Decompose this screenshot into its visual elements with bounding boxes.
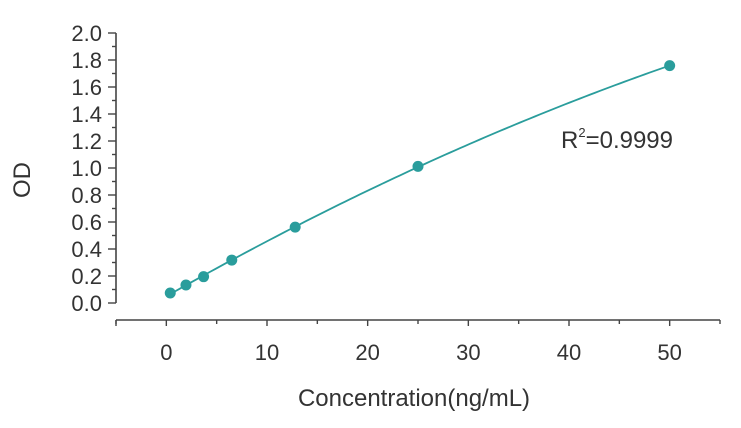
y-tick-label: 1.8 xyxy=(71,48,102,73)
y-axis-title: OD xyxy=(9,162,36,198)
y-tick-label: 2.0 xyxy=(71,21,102,46)
data-point xyxy=(180,279,192,291)
r-squared-annotation: R2=0.9999 xyxy=(561,125,673,154)
data-point xyxy=(226,254,238,266)
r-squared-r: R xyxy=(561,127,578,154)
fit-curve xyxy=(169,64,670,295)
x-axis-ticks: 0 10 20 30 40 50 xyxy=(115,320,721,365)
x-tick-label: 0 xyxy=(160,340,172,365)
data-point xyxy=(198,271,210,283)
y-tick-label: 1.6 xyxy=(71,75,102,100)
y-tick-label: 0.2 xyxy=(71,264,102,289)
x-tick-label: 40 xyxy=(557,340,581,365)
y-tick-label: 0.0 xyxy=(71,291,102,316)
fit-curve-layer xyxy=(169,64,670,295)
x-tick-label: 20 xyxy=(355,340,379,365)
x-tick-label: 50 xyxy=(657,340,681,365)
data-point xyxy=(412,160,424,172)
r-squared-value: =0.9999 xyxy=(586,127,673,154)
y-tick-label: 1.4 xyxy=(71,102,102,127)
r-squared-superscript: 2 xyxy=(578,125,585,140)
y-tick-label: 1.0 xyxy=(71,156,102,181)
x-tick-label: 10 xyxy=(255,340,279,365)
data-points-layer xyxy=(164,60,676,299)
y-tick-label: 0.4 xyxy=(71,237,102,262)
x-axis-title: Concentration(ng/mL) xyxy=(298,385,530,412)
x-tick-label: 30 xyxy=(456,340,480,365)
y-tick-label: 0.8 xyxy=(71,183,102,208)
y-axis-ticks: 0.00.20.40.60.81.01.21.41.61.82.0 xyxy=(71,21,116,316)
data-point xyxy=(664,60,676,72)
data-point xyxy=(289,221,301,233)
y-tick-label: 1.2 xyxy=(71,129,102,154)
y-tick-label: 0.6 xyxy=(71,210,102,235)
data-point xyxy=(164,287,176,299)
